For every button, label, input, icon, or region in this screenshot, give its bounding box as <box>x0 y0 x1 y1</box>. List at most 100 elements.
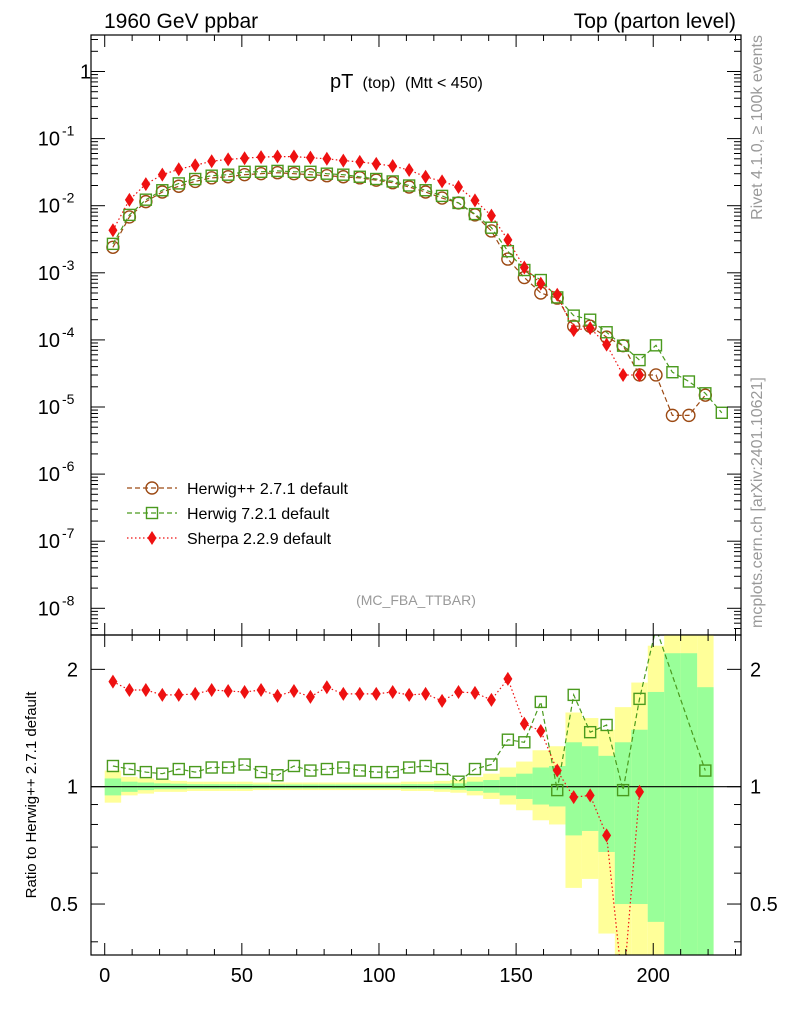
data-point <box>172 177 185 190</box>
y-tick-mantissa: 1 <box>80 62 91 84</box>
data-point <box>305 150 315 165</box>
data-point <box>536 723 546 738</box>
data-point <box>404 163 414 178</box>
data-point <box>172 762 185 776</box>
data-point <box>501 733 515 746</box>
data-point <box>123 762 136 776</box>
data-point <box>419 759 432 773</box>
data-point <box>633 353 646 367</box>
data-point <box>386 765 399 779</box>
ratio-y-tick-label-right: 2 <box>750 659 761 681</box>
data-point <box>649 368 663 382</box>
data-point <box>536 276 546 291</box>
ratio-y-tick-label: 1 <box>67 777 78 799</box>
ratio-y-tick-label-right: 1 <box>750 777 761 799</box>
data-point <box>715 406 729 419</box>
data-point <box>552 763 562 778</box>
band-green-bin <box>532 767 550 805</box>
data-point <box>141 683 151 698</box>
data-point <box>468 207 482 221</box>
legend-marker <box>145 506 159 520</box>
y-tick-label: 10 <box>38 397 60 419</box>
x-tick-label: 100 <box>362 965 395 987</box>
y-tick-mantissa: 10 <box>38 598 60 620</box>
data-point <box>108 223 118 238</box>
data-point <box>370 172 383 186</box>
data-point <box>205 761 218 774</box>
data-point <box>503 232 513 247</box>
data-point <box>552 287 562 302</box>
data-point <box>322 151 332 166</box>
legend-label: Sherpa 2.2.9 default <box>187 531 332 548</box>
y-tick-label: 1 <box>80 62 91 84</box>
data-point <box>470 193 480 208</box>
data-point <box>421 169 431 184</box>
data-point <box>238 758 251 771</box>
band-green-bin <box>565 742 582 836</box>
main-plot-data <box>106 149 729 423</box>
y-tick-label: 10 <box>38 531 60 553</box>
data-point <box>585 788 595 803</box>
data-point <box>353 170 366 183</box>
data-point <box>519 260 529 275</box>
legend-label: Herwig 7.2.1 default <box>187 506 330 523</box>
data-point <box>156 184 169 197</box>
series-sherpa-2-2-9-default <box>108 149 645 382</box>
band-green-bin <box>697 687 714 955</box>
data-point <box>650 623 661 634</box>
data-point <box>402 761 416 774</box>
data-point <box>123 208 136 222</box>
y-tick-exponent: -2 <box>62 190 75 206</box>
data-point <box>320 762 334 776</box>
data-point <box>635 367 645 382</box>
data-point <box>616 783 630 797</box>
y-tick-exponent: -8 <box>62 592 75 608</box>
mcplots-label: mcplots.cern.ch [arXiv:2401.10621] <box>749 377 766 628</box>
data-point <box>419 184 432 197</box>
data-point <box>649 339 663 352</box>
legend-item: Herwig++ 2.7.1 default <box>127 481 349 498</box>
data-point <box>501 252 515 266</box>
ratio-y-tick-label-right: 0.5 <box>750 894 778 916</box>
series-herwig-7-2-1-default <box>106 164 729 419</box>
data-point <box>355 154 365 169</box>
series-line-sherpa-2-2-9-default <box>112 156 640 376</box>
data-point <box>254 165 268 179</box>
legend-marker <box>145 481 159 495</box>
data-point <box>207 154 217 169</box>
data-point <box>569 790 579 805</box>
data-point <box>484 224 499 238</box>
data-point <box>139 765 153 779</box>
data-point <box>271 164 284 178</box>
ratio-plot-data <box>91 623 741 998</box>
x-tick-label: 50 <box>231 965 253 987</box>
series-herwig-7-2-1-default <box>106 623 712 797</box>
series-line-sherpa-2-2-9-default <box>112 677 641 955</box>
data-point <box>254 765 268 779</box>
band-green-bin <box>647 691 665 922</box>
data-point <box>371 156 381 171</box>
data-point <box>616 339 630 352</box>
data-point <box>486 208 496 223</box>
data-point <box>616 338 630 353</box>
data-point <box>633 692 646 706</box>
y-tick-label: 10 <box>38 598 60 620</box>
data-point <box>238 165 251 179</box>
data-point <box>602 337 612 352</box>
ratio-bands <box>104 635 714 955</box>
data-point <box>619 984 628 998</box>
data-point <box>551 783 564 797</box>
band-green-bin <box>680 653 698 955</box>
data-point <box>454 684 464 699</box>
data-point <box>665 408 680 423</box>
y-tick-exponent: -7 <box>62 525 75 541</box>
data-point <box>437 693 447 708</box>
data-point <box>699 764 712 777</box>
legend-marker <box>147 531 157 545</box>
data-point <box>221 168 235 181</box>
data-point <box>240 684 250 699</box>
legend-label: Herwig++ 2.7.1 default <box>187 481 349 498</box>
data-point <box>452 775 465 788</box>
rivet-label: Rivet 4.1.0, ≥ 100k events <box>749 35 766 220</box>
data-point <box>600 718 613 732</box>
